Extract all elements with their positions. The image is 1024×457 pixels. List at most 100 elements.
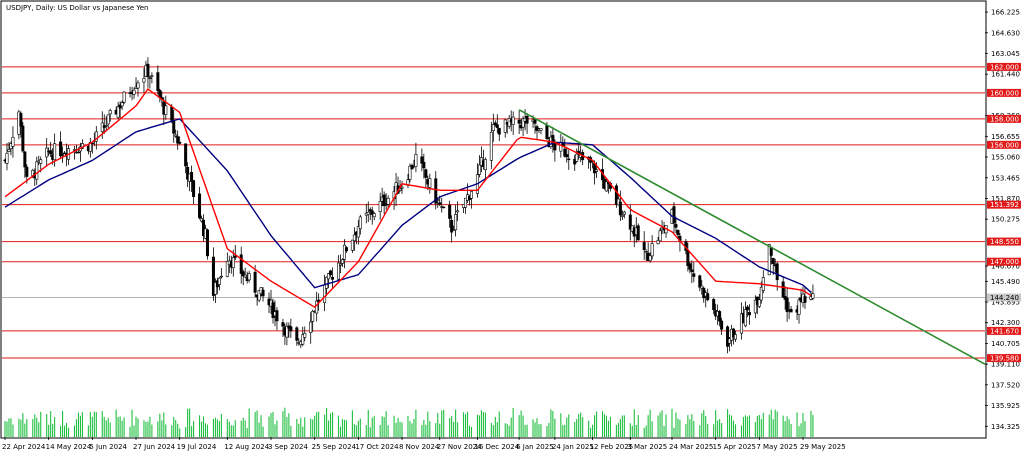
level-label: 144.240 (990, 294, 1019, 302)
candle-body (231, 257, 235, 269)
candle-body (295, 327, 299, 341)
candle-body (539, 128, 543, 131)
candle-body (628, 214, 632, 230)
candle-body (734, 334, 738, 340)
time-tick-label: 22 Apr 2024 (2, 443, 46, 451)
candle-body (739, 313, 743, 334)
price-tick-label: 164.630 (991, 29, 1020, 37)
candle-body (517, 119, 521, 124)
candle-body (757, 299, 761, 307)
candle-body (200, 218, 204, 222)
candle-body (178, 141, 182, 144)
candle-body (311, 311, 315, 322)
candle-body (225, 261, 229, 277)
candle-body (350, 239, 354, 251)
candle-body (400, 186, 404, 189)
time-tick-label: 12 Aug 2024 (224, 443, 269, 451)
level-label: 151.392 (990, 201, 1019, 209)
chart-title: USDJPY, Daily: US Dollar vs Japanese Yen (6, 4, 148, 12)
price-tick-label: 139.110 (991, 361, 1020, 369)
candle-body (241, 271, 245, 277)
time-tick-label: 7 May 2025 (756, 443, 797, 451)
candle-body (642, 242, 646, 251)
time-tick-label: 12 Feb 2025 (590, 443, 634, 451)
price-tick-label: 155.060 (991, 154, 1020, 162)
candle-body (650, 243, 654, 257)
candle-body (712, 298, 716, 311)
candle-body (700, 285, 704, 289)
price-tick-label: 163.045 (991, 50, 1020, 58)
candle-body (450, 219, 454, 233)
candle-body (489, 131, 493, 161)
candle-body (803, 296, 807, 303)
candle-body (309, 321, 313, 333)
candle-body (718, 311, 722, 322)
candle-body (620, 214, 624, 217)
candle-body (622, 211, 626, 215)
candle-body (233, 255, 237, 258)
candle-body (771, 258, 775, 265)
level-label-bg (987, 140, 1021, 149)
candle-body (753, 299, 757, 314)
candle-body (533, 119, 537, 124)
candle-body (692, 273, 696, 277)
price-tick-label: 150.275 (991, 216, 1020, 224)
candle-body (331, 277, 335, 280)
volume-histogram (4, 407, 814, 437)
candle-body (116, 106, 120, 118)
time-tick-label: 27 Nov 2024 (437, 443, 482, 451)
candle-body (275, 310, 279, 322)
candle-body (106, 114, 110, 125)
candle-body (732, 328, 736, 338)
horizontal-levels (2, 66, 985, 359)
level-label-bg (987, 114, 1021, 123)
candle-body (575, 153, 579, 162)
candle-body (5, 152, 9, 164)
candle-body (184, 143, 188, 167)
time-tick-label: 6 Jan 2025 (516, 443, 554, 451)
candle-body (239, 254, 243, 274)
candle-body (49, 150, 53, 155)
candle-body (563, 148, 567, 157)
candle-body (61, 154, 65, 156)
candle-body (767, 244, 771, 276)
candle-body (442, 206, 446, 209)
candle-body (781, 281, 785, 298)
trendline (518, 109, 986, 365)
candle-body (23, 151, 27, 168)
level-labels: 162.000 160.000 158.000 156.000 151.392 148.5… (987, 62, 1021, 363)
candle-body (785, 297, 789, 313)
price-tick-label: 134.325 (991, 423, 1020, 431)
candle-body (243, 274, 247, 278)
candle-body (342, 244, 346, 260)
candle-body (336, 262, 340, 280)
level-label: 141.670 (990, 327, 1019, 335)
level-label-bg (987, 293, 1021, 302)
candle-body (72, 149, 76, 151)
candle-body (190, 172, 194, 182)
level-label: 158.000 (990, 115, 1019, 123)
candle-body (325, 277, 329, 289)
candle-body (408, 165, 412, 180)
candle-body (448, 204, 452, 219)
level-label: 162.000 (990, 63, 1019, 71)
candle-body (618, 201, 622, 216)
price-tick-label: 135.925 (991, 402, 1020, 410)
price-tick-label: 142.300 (991, 319, 1020, 327)
candle-body (491, 124, 495, 131)
time-tick-label: 16 Dec 2024 (474, 443, 519, 451)
candle-body (438, 202, 442, 205)
candle-body (434, 178, 438, 204)
candle-body (303, 333, 307, 338)
candle-body (217, 277, 221, 285)
level-label-bg (987, 200, 1021, 209)
level-label: 139.580 (990, 355, 1019, 363)
candle-body (35, 161, 39, 180)
candle-body (368, 209, 372, 212)
candle-body (775, 263, 779, 281)
candle-body (45, 147, 49, 158)
price-tick-label: 137.520 (991, 381, 1020, 389)
time-tick-label: 5 Jun 2024 (89, 443, 127, 451)
